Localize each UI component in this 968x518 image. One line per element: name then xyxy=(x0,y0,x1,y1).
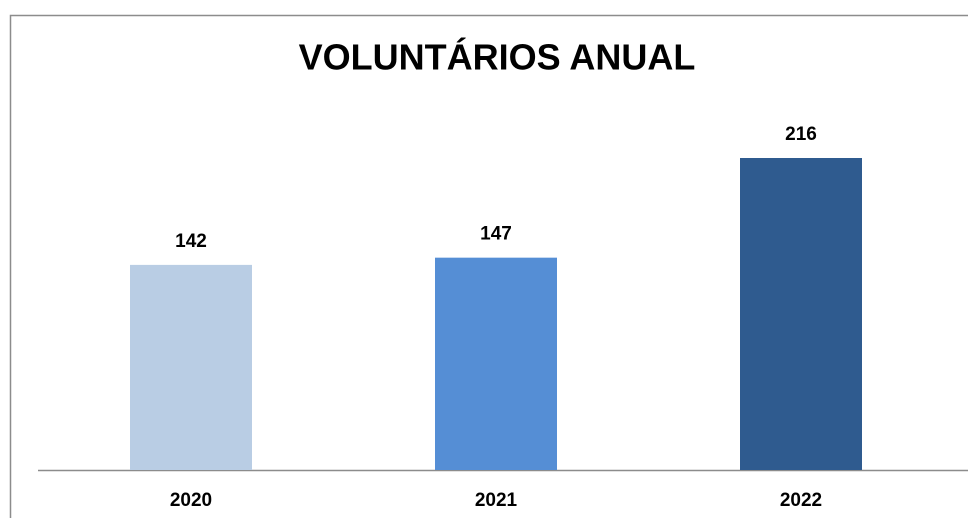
value-label: 142 xyxy=(175,231,207,252)
bar xyxy=(130,264,252,470)
bar xyxy=(740,158,862,470)
bar xyxy=(435,257,557,470)
chart-title: VOLUNTÁRIOS ANUAL xyxy=(299,37,696,78)
value-label: 216 xyxy=(785,124,817,145)
value-label: 147 xyxy=(480,224,512,245)
x-tick-label: 2020 xyxy=(170,490,212,511)
chart-frame xyxy=(9,14,968,518)
x-tick-label: 2022 xyxy=(780,490,822,511)
x-tick-label: 2021 xyxy=(475,490,518,511)
